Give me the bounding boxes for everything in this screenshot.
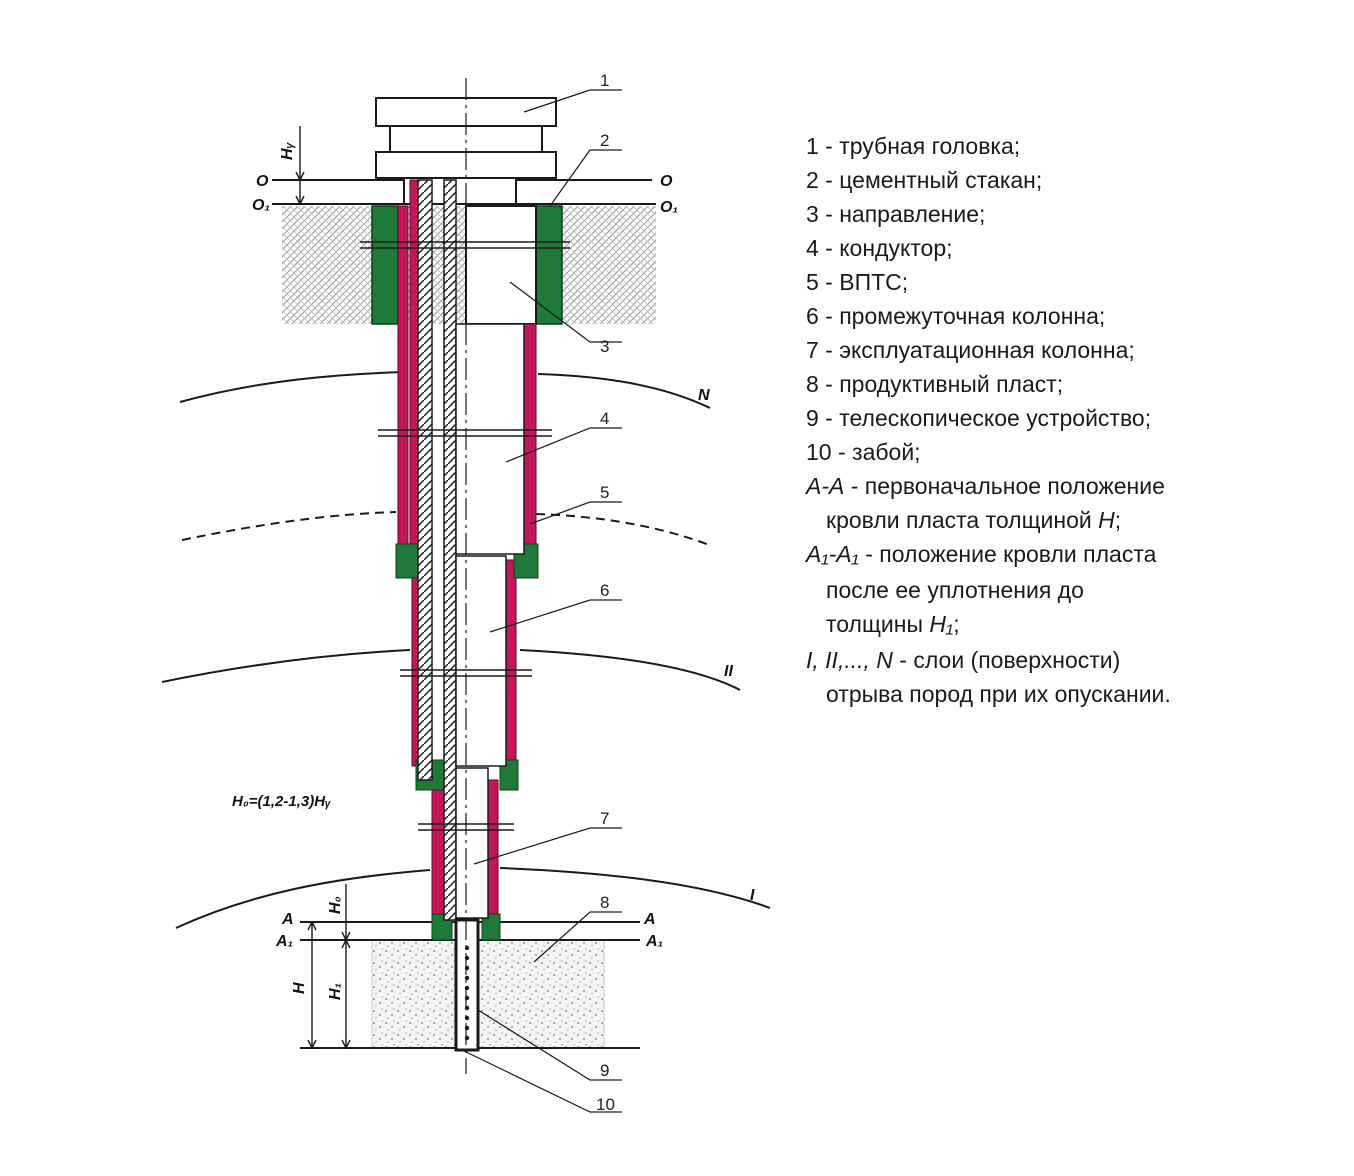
callout-leaders — [461, 89, 622, 1113]
surface-i-line-right — [499, 867, 771, 909]
surface-i-line — [175, 869, 431, 929]
label-surface-i: I — [750, 887, 755, 904]
label-o1-right: O₁ — [660, 199, 678, 216]
legend-item-2: 2 - цементный стакан; — [806, 167, 1042, 193]
label-a1-left: A₁ — [275, 933, 293, 950]
hatched-tubing — [417, 179, 457, 921]
surface-dashed-line — [181, 511, 397, 541]
callout-6: 6 — [600, 581, 609, 600]
surface-n-line-right — [537, 373, 711, 409]
surface-n-line — [179, 371, 405, 403]
legend-layers-line1: I, II,..., N - слои (поверхности) — [806, 647, 1120, 673]
callout-10: 10 — [596, 1095, 615, 1114]
callout-7: 7 — [600, 809, 609, 828]
callout-9: 9 — [600, 1061, 609, 1080]
label-h: H — [291, 982, 308, 994]
legend-item-8: 8 - продуктивный пласт; — [806, 371, 1063, 397]
callout-3: 3 — [600, 337, 609, 356]
direction-pipe — [465, 205, 537, 325]
legend-item-1: 1 - трубная головка; — [806, 133, 1020, 159]
legend-a1-line2: после ее уплотнения до — [826, 577, 1084, 603]
cement-cup-surface — [371, 205, 563, 325]
legend-item-4: 4 - кондуктор; — [806, 235, 953, 261]
label-h1: H₁ — [327, 983, 344, 1000]
dimension-lines — [295, 126, 351, 1050]
label-o-right: O — [660, 173, 673, 190]
callout-2: 2 — [600, 131, 609, 150]
layer-surfaces — [161, 371, 771, 929]
surface-dashed-line-right — [535, 513, 713, 547]
bore — [455, 323, 525, 919]
telescopic-device — [454, 918, 480, 1052]
callout-5: 5 — [600, 483, 609, 502]
label-surface-ii: II — [724, 663, 733, 680]
legend-a1-line3: толщины H₁; — [826, 611, 960, 637]
legend-layers-line2: отрыва пород при их опускании. — [826, 681, 1171, 707]
legend-item-5: 5 - ВПТС; — [806, 269, 908, 295]
callout-8: 8 — [600, 893, 609, 912]
label-surface-n: N — [698, 387, 710, 404]
legend-aa-line1: A-A - первоначальное положение — [804, 473, 1165, 499]
legend-item-9: 9 - телескопическое устройство; — [806, 405, 1151, 431]
label-a1-right: A₁ — [645, 933, 663, 950]
surface-ii-line-right — [519, 649, 741, 691]
diagram-labels: O O O₁ O₁ Hᵧ A A A₁ A₁ H H₁ H₀ N II I H₀… — [232, 141, 755, 1000]
legend-item-3: 3 - направление; — [806, 201, 985, 227]
legend: 1 - трубная головка; 2 - цементный стака… — [804, 133, 1171, 707]
legend-item-10: 10 - забой; — [806, 439, 921, 465]
callout-numbers: 1 2 3 4 5 6 7 8 9 10 — [596, 71, 615, 1114]
label-hy: Hᵧ — [279, 141, 296, 160]
surface-ii-line — [161, 649, 411, 683]
legend-item-7: 7 - эксплуатационная колонна; — [806, 337, 1135, 363]
productive-formation — [371, 939, 605, 1049]
callout-1: 1 — [600, 71, 609, 90]
label-o1-left: O₁ — [252, 197, 270, 214]
legend-item-6: 6 - промежуточная колонна; — [806, 303, 1105, 329]
legend-aa-line2: кровли пласта толщиной H; — [826, 507, 1121, 533]
label-a-left: A — [281, 911, 294, 928]
label-formula: H₀=(1,2-1,3)Hᵧ — [232, 793, 331, 810]
label-a-right: A — [643, 911, 656, 928]
label-h0: H₀ — [327, 896, 344, 914]
label-o-left: O — [256, 173, 269, 190]
legend-a1-line1: A₁-A₁ - положение кровли пласта — [804, 541, 1157, 567]
callout-4: 4 — [600, 409, 609, 428]
